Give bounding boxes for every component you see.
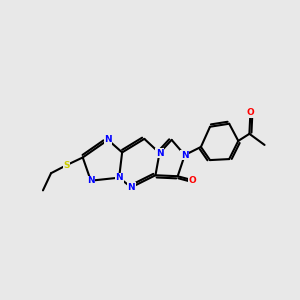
Text: N: N xyxy=(104,135,112,144)
Text: N: N xyxy=(115,173,123,182)
Text: O: O xyxy=(189,176,197,185)
Text: N: N xyxy=(87,176,94,185)
Text: S: S xyxy=(63,160,70,169)
Text: N: N xyxy=(181,151,189,160)
Text: N: N xyxy=(128,183,135,192)
Text: N: N xyxy=(156,148,163,158)
Text: O: O xyxy=(247,108,254,117)
